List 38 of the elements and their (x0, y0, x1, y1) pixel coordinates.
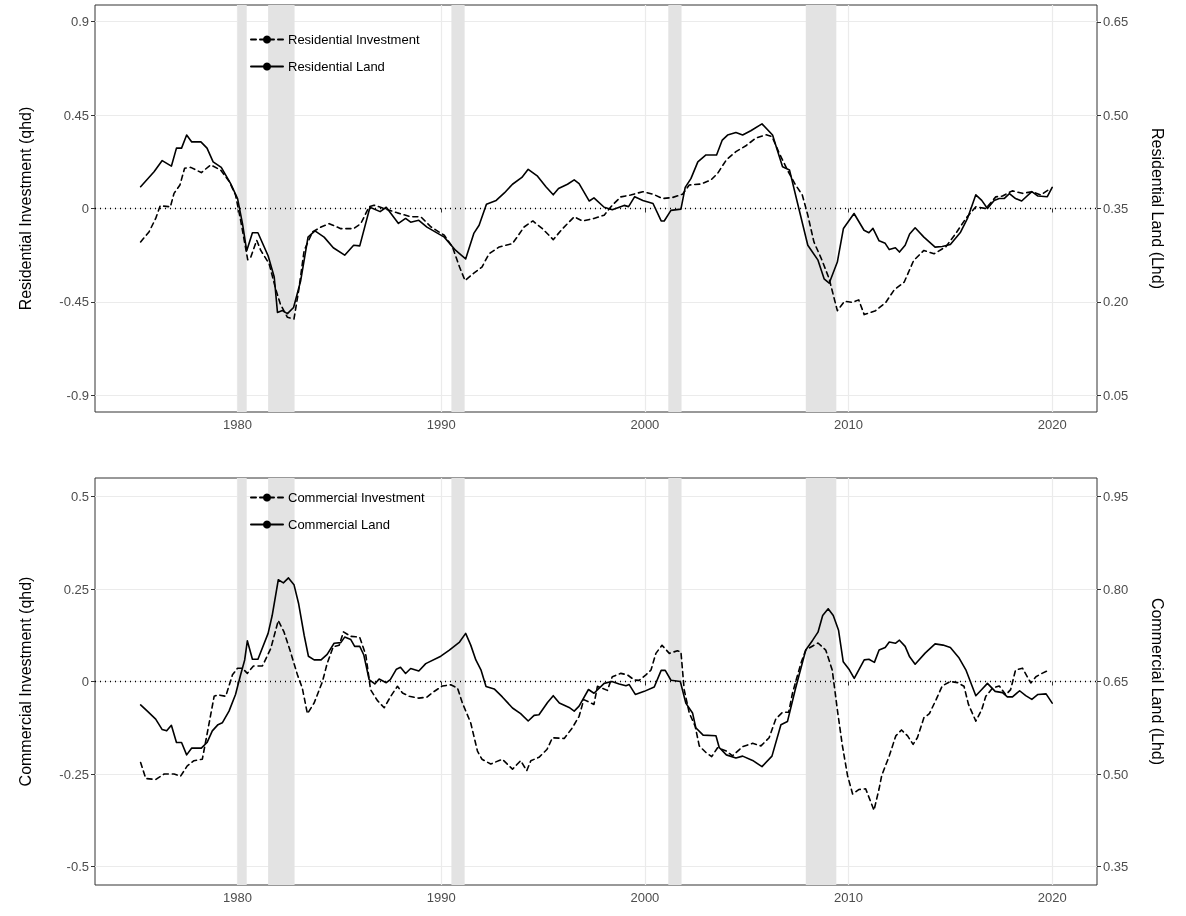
y2-tick-label: 0.65 (1103, 674, 1129, 689)
y2-tick-label: 0.20 (1103, 294, 1129, 310)
y2-tick-label: 0.50 (1103, 766, 1129, 782)
y-tick-label: -0.25 (59, 766, 89, 782)
x-tick-label: 2010 (834, 417, 863, 432)
legend-label: Residential Investment (288, 32, 420, 47)
y-tick-label: -0.5 (66, 859, 89, 874)
y2-tick-label: 0.65 (1103, 14, 1129, 30)
y2-tick-label: 0.80 (1103, 581, 1129, 597)
legend-label: Residential Land (288, 59, 385, 74)
y-tick-label: 0.25 (63, 581, 89, 597)
x-tick-label: 1990 (426, 890, 456, 905)
x-tick-label: 1980 (223, 890, 253, 905)
y-tick-label: 0.5 (70, 489, 89, 504)
x-tick-label: 1980 (223, 417, 253, 432)
y2-axis-title: Residential Land (Lhd) (1148, 128, 1166, 289)
y-tick-label: -0.45 (59, 294, 89, 310)
y2-tick-label: 0.35 (1103, 859, 1129, 874)
x-tick-label: 1990 (426, 417, 456, 432)
y-axis-title: Commercial Investment (qhd) (16, 576, 34, 787)
y2-tick-label: 0.50 (1103, 107, 1129, 123)
legend-label: Commercial Land (288, 517, 390, 532)
x-tick-label: 2000 (630, 417, 660, 432)
x-tick-label: 2010 (834, 890, 863, 905)
x-tick-label: 2000 (630, 890, 660, 905)
y-tick-label: 0 (81, 201, 89, 216)
y2-tick-label: 0.35 (1103, 201, 1129, 216)
y-axis-title: Residential Investment (qhd) (16, 106, 34, 311)
y2-tick-label: 0.95 (1103, 489, 1129, 504)
legend-label: Commercial Investment (288, 490, 425, 505)
y-tick-label: -0.9 (66, 387, 89, 403)
y-tick-label: 0 (81, 674, 89, 689)
y-tick-label: 0.45 (63, 107, 89, 123)
y2-axis-title: Commercial Land (Lhd) (1148, 597, 1166, 766)
x-tick-label: 2020 (1037, 417, 1067, 432)
y-tick-label: 0.9 (70, 14, 89, 30)
x-tick-label: 2020 (1037, 890, 1067, 905)
y2-tick-label: 0.05 (1103, 387, 1129, 403)
